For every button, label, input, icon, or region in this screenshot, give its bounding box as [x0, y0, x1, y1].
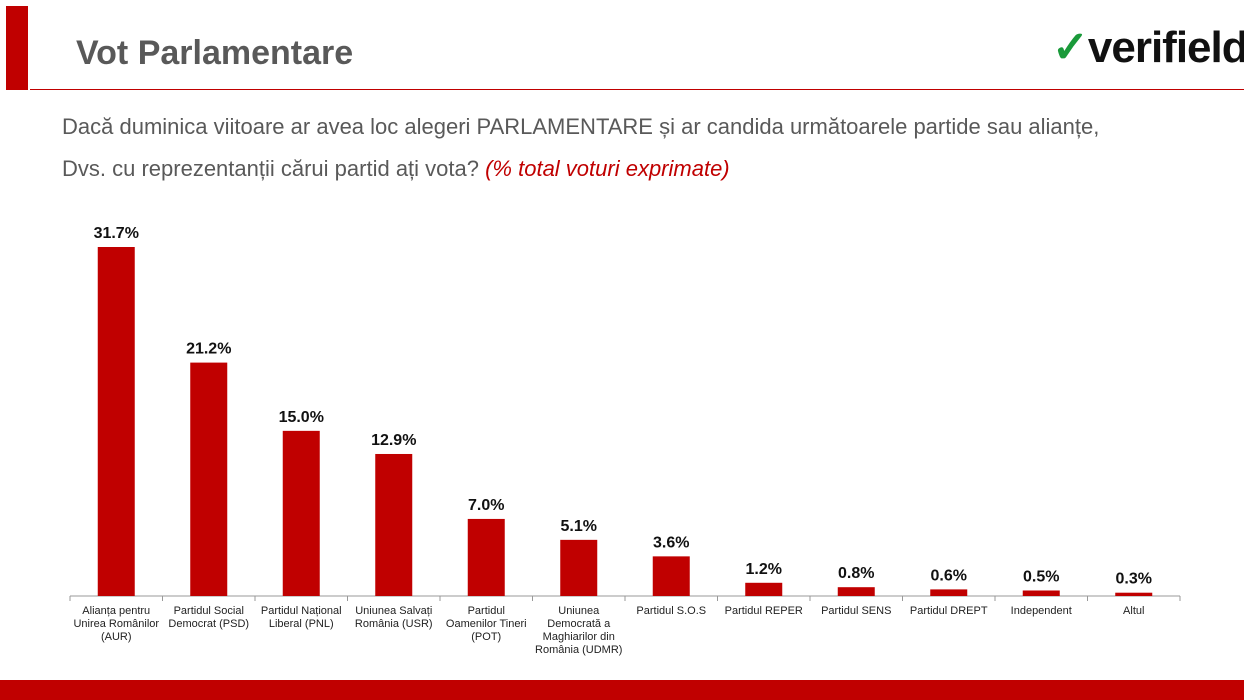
data-label: 3.6%: [653, 534, 689, 551]
bar-chart: 31.7% Alianța pentru Unirea Românilor (AUR)…: [69, 225, 1181, 656]
category-label-line: Partidul S.O.S: [636, 605, 706, 617]
logo-text: verifield: [1087, 23, 1244, 72]
category-label: Partidul Social Democrat (PSD): [168, 605, 249, 630]
data-label: 1.2%: [746, 561, 782, 578]
category-label: Partidul S.O.S: [636, 605, 706, 617]
bar: [97, 247, 135, 596]
bar: [375, 453, 413, 596]
category-label-line: Democrată a: [547, 618, 611, 630]
category-label-line: Uniunea Salvați: [355, 605, 432, 617]
data-label: 0.8%: [838, 565, 874, 582]
category-label-line: Independent: [1011, 605, 1072, 617]
page-title: Vot Parlamentare: [76, 34, 354, 72]
question-text: Dvs. cu reprezentanții cărui partid ați …: [62, 156, 479, 181]
header-divider: [30, 89, 1244, 90]
category-label-line: Partidul SENS: [821, 605, 891, 617]
category-label-line: (POT): [471, 631, 501, 643]
bar: [652, 556, 690, 596]
bar: [930, 589, 968, 596]
category-label-line: Unirea Românilor: [73, 618, 159, 630]
bar: [190, 362, 228, 596]
data-label: 21.2%: [186, 341, 231, 358]
category-label-line: Partidul REPER: [725, 605, 803, 617]
category-label-line: Liberal (PNL): [269, 618, 334, 630]
category-label-line: Alianța pentru: [82, 605, 150, 617]
category-label: Partidul DREPT: [910, 605, 988, 617]
question-note: (% total voturi exprimate): [485, 156, 730, 181]
category-label-line: Partidul DREPT: [910, 605, 988, 617]
bar: [282, 430, 320, 596]
data-label: 31.7%: [94, 225, 139, 242]
category-label-line: Uniunea: [558, 605, 600, 617]
category-label: Partidul Național Liberal (PNL): [261, 605, 342, 630]
category-label: Partidul Oamenilor Tineri (POT): [446, 605, 527, 643]
verifield-logo: ✓verifield: [1052, 22, 1244, 73]
category-label-line: România (USR): [355, 618, 433, 630]
category-label-line: Partidul: [468, 605, 505, 617]
category-label-line: Partidul Social: [174, 605, 244, 617]
category-label: Uniunea Salvați România (USR): [355, 605, 433, 630]
data-label: 15.0%: [279, 409, 324, 426]
category-label-line: Democrat (PSD): [168, 618, 249, 630]
data-label: 12.9%: [371, 432, 416, 449]
question-line-1: Dacă duminica viitoare ar avea loc alege…: [62, 114, 1100, 139]
bar: [1022, 590, 1060, 596]
category-label-line: Partidul Național: [261, 605, 342, 617]
category-label: Partidul REPER: [725, 605, 803, 617]
category-label: Independent: [1011, 605, 1072, 617]
bar: [837, 587, 875, 596]
bar: [467, 518, 505, 596]
category-label-line: Oamenilor Tineri: [446, 618, 527, 630]
data-label: 5.1%: [561, 518, 597, 535]
data-label: 0.6%: [931, 567, 967, 584]
category-label-line: Maghiarilor din: [543, 631, 615, 643]
category-label: Altul: [1123, 605, 1144, 617]
data-label: 7.0%: [468, 497, 504, 514]
bar: [560, 539, 598, 596]
category-label: Partidul SENS: [821, 605, 891, 617]
header-accent-bar: [6, 6, 28, 90]
category-label: Alianța pentru Unirea Românilor (AUR): [73, 605, 159, 643]
question-line-2: Dvs. cu reprezentanții cărui partid ați …: [62, 156, 730, 182]
category-label-line: România (UDMR): [535, 644, 622, 656]
category-label: Uniunea Democrată a Maghiarilor din România…: [535, 605, 622, 656]
category-label-line: (AUR): [101, 631, 132, 643]
data-label: 0.3%: [1116, 571, 1152, 588]
bar: [745, 582, 783, 596]
footer-bar: [0, 680, 1244, 700]
bar: [1115, 592, 1153, 596]
category-label-line: Altul: [1123, 605, 1144, 617]
logo-checkmark-icon: ✓: [1052, 23, 1089, 72]
data-label: 0.5%: [1023, 568, 1059, 585]
